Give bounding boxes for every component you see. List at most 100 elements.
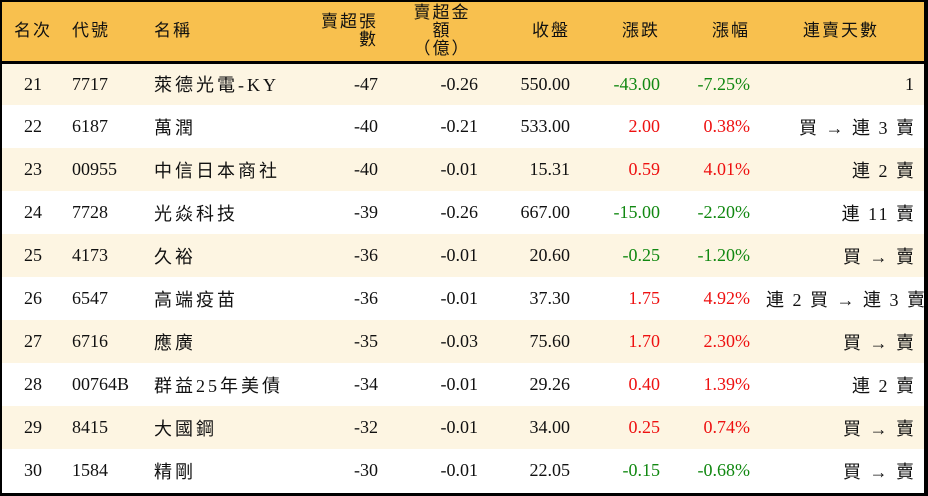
cell-name: 應廣 <box>154 332 196 353</box>
cell-pct-change: 1.39% <box>703 374 751 394</box>
cell-streak: 連 11 賣 <box>841 203 916 224</box>
table-row[interactable]: 25 4173 久裕 -36 -0.01 20.60 -0.25 -1.20% … <box>2 234 924 277</box>
cell-net-sell-amount: -0.01 <box>440 245 479 265</box>
cell-close: 75.60 <box>529 331 571 351</box>
cell-pct-change: -0.68% <box>697 460 751 480</box>
cell-net-sell-amount: -0.26 <box>440 73 479 94</box>
table-row[interactable]: 22 6187 萬潤 -40 -0.21 533.00 2.00 0.38% 買… <box>2 105 924 148</box>
cell-rank: 23 <box>24 159 42 179</box>
cell-rank: 29 <box>24 417 42 437</box>
table-row[interactable]: 24 7728 光焱科技 -39 -0.26 667.00 -15.00 -2.… <box>2 191 924 234</box>
cell-pct-change: 4.01% <box>703 159 751 179</box>
cell-net-sell-lots: -34 <box>354 374 378 394</box>
cell-code: 1584 <box>72 460 108 480</box>
table-row[interactable]: 27 6716 應廣 -35 -0.03 75.60 1.70 2.30% 買 … <box>2 320 924 363</box>
cell-name: 萬潤 <box>154 117 196 138</box>
cell-name: 精剛 <box>154 461 196 482</box>
cell-name: 高端疫苗 <box>154 289 238 310</box>
cell-name: 久裕 <box>154 246 196 267</box>
cell-code: 6716 <box>72 331 108 351</box>
cell-net-sell-lots: -40 <box>354 159 378 179</box>
cell-name: 群益25年美債 <box>154 375 283 396</box>
cell-rank: 28 <box>24 374 42 394</box>
cell-net-sell-lots: -47 <box>354 73 378 94</box>
cell-change: 0.25 <box>628 417 661 437</box>
table-row[interactable]: 30 1584 精剛 -30 -0.01 22.05 -0.15 -0.68% … <box>2 449 924 492</box>
cell-net-sell-lots: -36 <box>354 288 378 308</box>
cell-streak: 買 → 賣 <box>843 418 916 439</box>
cell-change: 0.40 <box>628 374 661 394</box>
cell-change: 2.00 <box>628 116 661 136</box>
header-pct-change[interactable]: 漲幅 <box>712 21 750 41</box>
table-row[interactable]: 29 8415 大國鋼 -32 -0.01 34.00 0.25 0.74% 買… <box>2 406 924 449</box>
cell-streak: 買 → 賣 <box>843 332 916 353</box>
cell-close: 533.00 <box>520 116 571 136</box>
cell-streak: 買 → 賣 <box>843 461 916 482</box>
cell-streak: 連 2 賣 <box>852 375 916 396</box>
cell-rank: 27 <box>24 331 42 351</box>
cell-close: 20.60 <box>529 245 571 265</box>
header-net-sell-lots[interactable]: 賣超張數 <box>321 12 378 50</box>
cell-streak: 買 → 連 3 賣 <box>799 117 916 138</box>
cell-net-sell-lots: -36 <box>354 245 378 265</box>
header-name[interactable]: 名稱 <box>154 21 192 41</box>
cell-net-sell-lots: -35 <box>354 331 378 351</box>
cell-close: 667.00 <box>520 202 571 222</box>
cell-code: 6187 <box>72 116 108 136</box>
cell-change: -0.15 <box>622 460 661 480</box>
cell-rank: 21 <box>24 73 42 94</box>
cell-rank: 26 <box>24 288 42 308</box>
cell-net-sell-amount: -0.01 <box>440 374 479 394</box>
cell-pct-change: -7.25% <box>697 73 751 94</box>
cell-pct-change: 0.38% <box>703 116 751 136</box>
cell-name: 萊德光電-KY <box>154 75 279 96</box>
cell-code: 4173 <box>72 245 108 265</box>
cell-net-sell-lots: -39 <box>354 202 378 222</box>
cell-pct-change: 0.74% <box>703 417 751 437</box>
cell-net-sell-amount: -0.01 <box>440 417 479 437</box>
cell-code: 00955 <box>72 159 117 179</box>
cell-close: 34.00 <box>529 417 571 437</box>
table-row[interactable]: 21 7717 萊德光電-KY -47 -0.26 550.00 -43.00 … <box>2 62 924 105</box>
cell-net-sell-amount: -0.01 <box>440 288 479 308</box>
cell-code: 6547 <box>72 288 108 308</box>
header-code[interactable]: 代號 <box>72 21 110 41</box>
cell-name: 光焱科技 <box>154 203 238 224</box>
cell-change: 1.75 <box>628 288 661 308</box>
header-change[interactable]: 漲跌 <box>622 21 660 41</box>
cell-rank: 22 <box>24 116 42 136</box>
cell-change: -15.00 <box>613 202 661 222</box>
cell-streak: 連 2 買 → 連 3 賣 <box>766 289 927 310</box>
cell-change: 0.59 <box>628 159 661 179</box>
cell-net-sell-amount: -0.21 <box>440 116 479 136</box>
cell-rank: 24 <box>24 202 42 222</box>
cell-rank: 30 <box>24 460 42 480</box>
cell-close: 15.31 <box>529 159 571 179</box>
cell-net-sell-lots: -40 <box>354 116 378 136</box>
header-rank[interactable]: 名次 <box>14 21 52 41</box>
header-streak[interactable]: 連賣天數 <box>803 21 879 41</box>
cell-pct-change: 2.30% <box>703 331 751 351</box>
cell-code: 7717 <box>72 73 108 94</box>
cell-net-sell-amount: -0.26 <box>440 202 479 222</box>
cell-net-sell-lots: -30 <box>354 460 378 480</box>
cell-code: 00764B <box>72 374 130 394</box>
table-row[interactable]: 28 00764B 群益25年美債 -34 -0.01 29.26 0.40 1… <box>2 363 924 406</box>
cell-pct-change: -2.20% <box>697 202 751 222</box>
cell-net-sell-amount: -0.03 <box>440 331 479 351</box>
cell-close: 29.26 <box>529 374 571 394</box>
table-row[interactable]: 23 00955 中信日本商社 -40 -0.01 15.31 0.59 4.0… <box>2 148 924 191</box>
cell-name: 大國鋼 <box>154 418 217 439</box>
cell-pct-change: -1.20% <box>697 245 751 265</box>
header-close[interactable]: 收盤 <box>532 21 570 41</box>
cell-streak: 買 → 賣 <box>843 246 916 267</box>
cell-close: 22.05 <box>529 460 571 480</box>
cell-streak: 1 <box>905 73 916 94</box>
cell-close: 550.00 <box>520 73 571 94</box>
header-net-sell-amount[interactable]: 賣超金額 （億） <box>413 3 471 59</box>
table-row[interactable]: 26 6547 高端疫苗 -36 -0.01 37.30 1.75 4.92% … <box>2 277 927 320</box>
cell-change: -43.00 <box>613 73 661 94</box>
cell-pct-change: 4.92% <box>703 288 751 308</box>
cell-net-sell-amount: -0.01 <box>440 460 479 480</box>
